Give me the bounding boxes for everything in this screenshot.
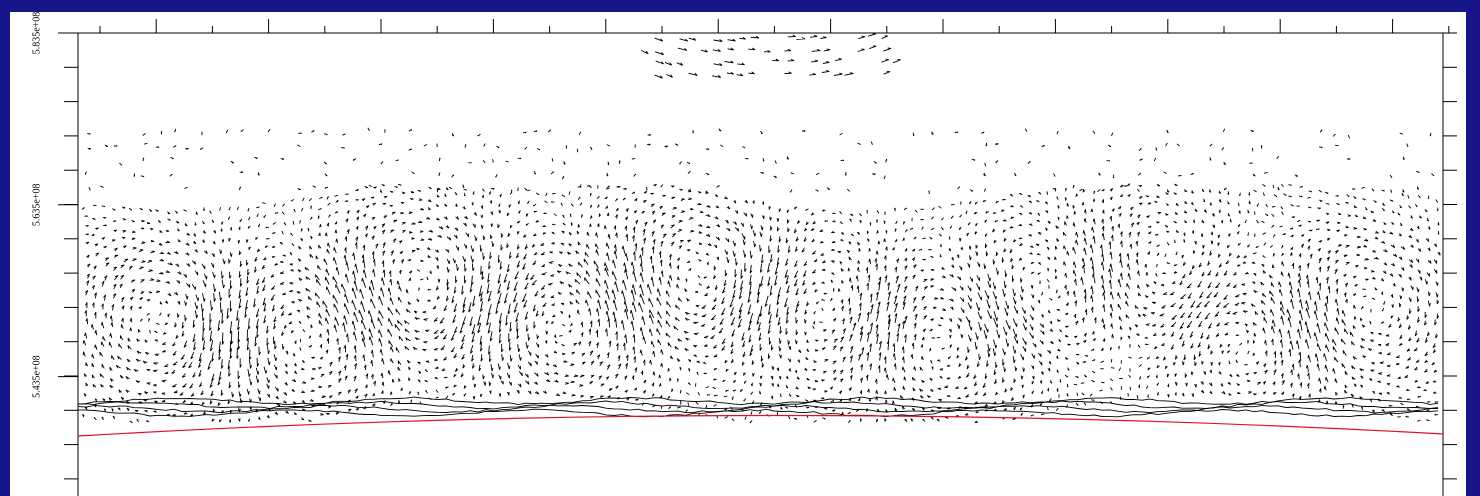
page: {"chart_data": {"type": "quiver", "ylim"… (0, 0, 1480, 496)
y-tick-label: 5.835e+08 (31, 12, 42, 55)
plot-background (10, 12, 1466, 496)
y-tick-label: 5.435e+08 (31, 355, 42, 398)
chart: 5.835e+08 5.635e+08 5.435e+08 (0, 0, 1480, 496)
y-tick-label: 5.635e+08 (31, 184, 42, 227)
